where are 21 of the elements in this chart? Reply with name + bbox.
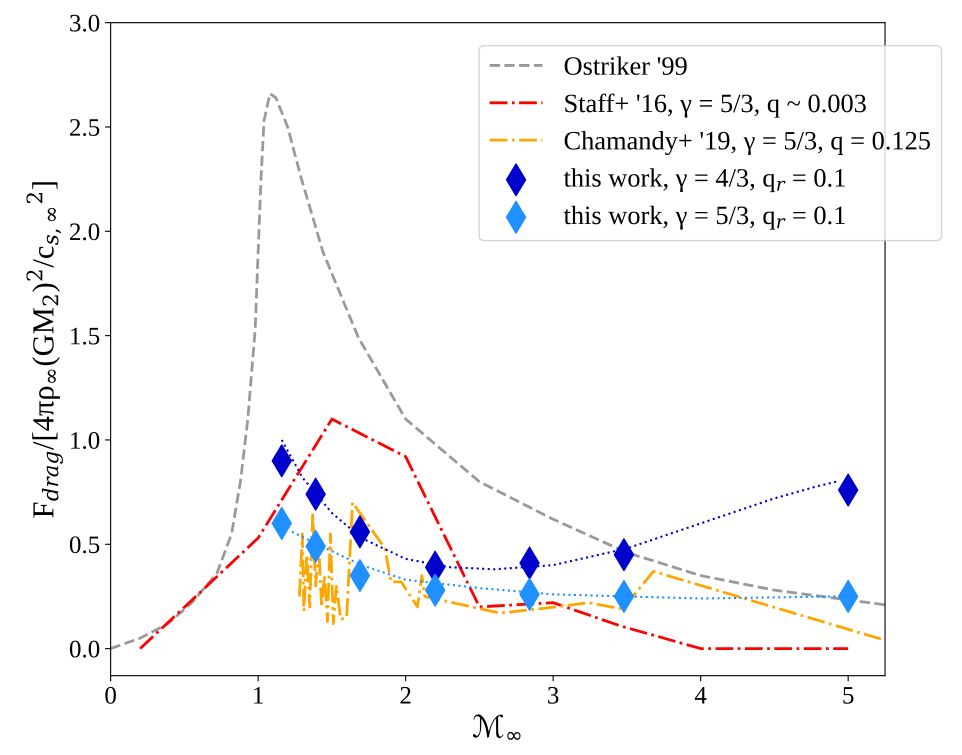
legend-label: Staff+ '16, γ = 5/3, q ~ 0.003 <box>565 93 866 118</box>
x-axis-title: ℳ$_{∞}$ <box>472 714 520 740</box>
y-tick-label: 3.0 <box>70 14 100 32</box>
y-tick-label: 0.5 <box>70 536 100 554</box>
line-series <box>138 418 850 650</box>
legend-label: Ostriker '99 <box>564 56 687 75</box>
x-tick-label: 5 <box>843 687 854 704</box>
y-tick-label: 2.0 <box>70 223 100 240</box>
x-tick-label: 3 <box>548 686 558 704</box>
x-tick-label: 0 <box>105 686 116 704</box>
x-tick-label: 2 <box>400 686 411 704</box>
y-tick-label: 1.5 <box>71 328 100 345</box>
y-tick-label: 2.5 <box>70 119 100 136</box>
legend-label: Chamandy+ '19, γ = 5/3, q = 0.125 <box>564 131 930 156</box>
y-tick-label: 1.0 <box>71 432 100 449</box>
x-tick-label: 1 <box>254 686 263 704</box>
text: F$_{drag}$/[4πρ$_{∞}$(GM$_{2}$)$^{2}$/c$_{s,∞}$$^{2}$] <box>26 182 63 518</box>
legend-label: this work, γ = 4/3, q$_{r}$ = 0.1 <box>564 168 845 192</box>
x-tick-label: 4 <box>694 687 707 704</box>
legend-label: this work, γ = 5/3, q$_{r}$ = 0.1 <box>564 206 845 230</box>
y-tick-label: 0.0 <box>70 640 100 658</box>
